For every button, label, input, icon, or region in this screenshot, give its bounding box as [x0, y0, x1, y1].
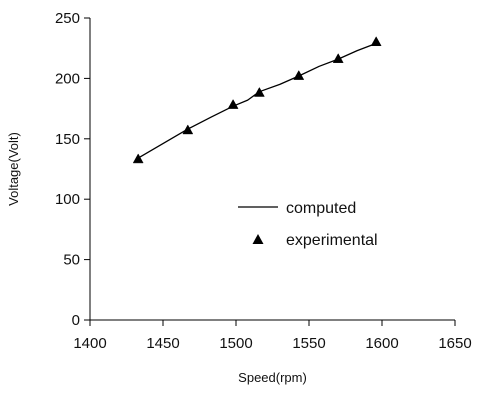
x-tick-label: 1550: [292, 335, 325, 352]
x-tick-label: 1450: [146, 335, 179, 352]
legend-label-experimental: experimental: [286, 232, 378, 249]
y-axis-title: Voltage(Volt): [6, 132, 21, 206]
axes: [89, 18, 455, 321]
y-tick-label: 250: [55, 10, 80, 27]
y-tick-label: 50: [63, 252, 80, 269]
x-tick-label: 1650: [438, 335, 471, 352]
data-point-experimental: [370, 36, 382, 47]
data-point-experimental: [182, 124, 194, 135]
data-point-experimental: [293, 70, 305, 80]
data-point-experimental: [132, 153, 144, 164]
legend: computed experimental: [238, 200, 378, 249]
x-ticks: 1400 1450 1500 1550 1600 1650: [73, 320, 472, 352]
data-point-experimental: [332, 53, 344, 63]
legend-swatch-experimental: [252, 234, 264, 244]
x-tick-label: 1400: [73, 335, 106, 352]
data-point-experimental: [227, 99, 239, 109]
x-tick-label: 1600: [365, 335, 398, 352]
y-tick-label: 0: [72, 312, 80, 329]
x-axis-title: Speed(rpm): [238, 370, 307, 385]
x-tick-label: 1500: [219, 335, 252, 352]
y-ticks: 0 50 100 150 200 250: [55, 10, 90, 329]
y-tick-label: 100: [55, 191, 80, 208]
y-tick-label: 150: [55, 131, 80, 148]
y-tick-label: 200: [55, 70, 80, 87]
plot-layer: [132, 36, 382, 164]
legend-label-computed: computed: [286, 200, 356, 217]
data-point-experimental: [253, 86, 265, 97]
